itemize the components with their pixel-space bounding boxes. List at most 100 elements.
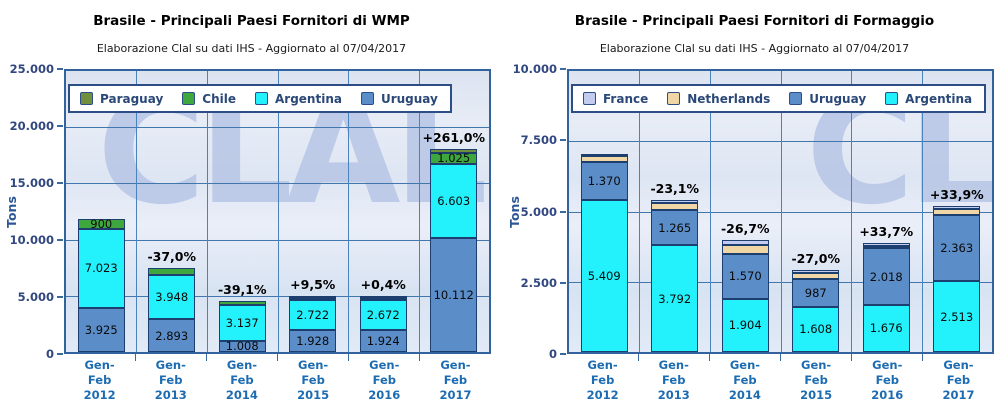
bar-value-label: 6.603 — [437, 194, 471, 209]
legend-label: Chile — [202, 91, 236, 106]
bar-value-label: 10.112 — [433, 288, 474, 303]
bar-segment-france — [862, 242, 910, 246]
x-tick-mark — [277, 354, 278, 361]
x-axis-label: Gen- Feb 2016 — [349, 358, 420, 403]
x-axis-label-line: 2017 — [942, 388, 975, 402]
bar-segment-chile: 900 — [77, 217, 125, 231]
x-axis-label-line: Feb — [443, 373, 468, 387]
x-axis-label-line: Feb — [946, 373, 971, 387]
bar-segment-uruguay: 1.265 — [651, 209, 699, 246]
bar-segment-france — [651, 199, 699, 204]
v-gridline — [277, 71, 279, 352]
x-axis-label-line: Feb — [87, 373, 112, 387]
percent-change-label: +261,0% — [422, 130, 486, 146]
y-tick-label: 15.000 — [9, 176, 54, 190]
x-axis-label: Gen- Feb 2017 — [420, 358, 491, 403]
x-axis-label-line: Gen- — [658, 358, 689, 372]
x-axis-label: Gen- Feb 2012 — [64, 358, 135, 403]
x-tick-mark — [419, 354, 421, 361]
x-axis-label-line: 2015 — [800, 388, 833, 402]
chart-title: Brasile - Principali Paesi Fornitori di … — [93, 13, 410, 29]
y-tick-label: 5.000 — [17, 290, 54, 304]
bar-value-label: 1.904 — [728, 318, 762, 333]
chile-swatch — [182, 92, 196, 105]
x-axis-label-line: Feb — [875, 373, 899, 387]
bar-segment-netherlands — [792, 272, 840, 280]
v-gridline — [780, 71, 782, 352]
bar-value-label: 7.023 — [84, 261, 118, 276]
x-tick-mark — [348, 354, 350, 361]
bar-value-label: 3.792 — [658, 291, 692, 306]
legend-label: Paraguay — [100, 91, 164, 106]
bar-segment-france — [580, 153, 628, 157]
bar-segment-uruguay: 3.925 — [77, 307, 125, 352]
percent-change-label: -26,7% — [720, 221, 770, 237]
bar-segment-uruguay: 1.008 — [218, 339, 266, 352]
legend-item-argentina: Argentina — [255, 92, 342, 106]
x-axis-label: Gen- Feb 2014 — [709, 358, 780, 403]
bar-segment-uruguay: 987 — [792, 279, 840, 307]
chart-wmp: Brasile - Principali Paesi Fornitori di … — [0, 0, 503, 416]
bar-segment-france — [792, 270, 840, 273]
bar-segment-paraguay — [289, 295, 337, 298]
x-tick-mark — [851, 354, 853, 361]
bar-value-label: 1.676 — [869, 321, 903, 336]
y-tick-label: 10.000 — [512, 62, 557, 76]
y-tick-label: 25.000 — [9, 62, 54, 76]
x-axis-label-line: Gen- — [84, 358, 115, 372]
x-axis-label-line: 2014 — [225, 388, 258, 402]
uruguay-swatch — [360, 92, 374, 105]
bar-segment-argentina: 3.137 — [218, 305, 266, 341]
bar-segment-chile — [218, 300, 266, 306]
x-axis-label-line: Gen- — [440, 358, 471, 372]
y-tick-label: 7.500 — [520, 133, 557, 148]
x-axis-label-line: Gen- — [943, 358, 974, 372]
bar-value-label: 2.363 — [940, 241, 974, 256]
legend-label: Argentina — [275, 91, 342, 106]
x-axis-label-line: Feb — [804, 373, 828, 387]
x-axis-label-line: Feb — [159, 373, 183, 387]
bar-segment-paraguay — [359, 295, 407, 298]
x-axis-label: Gen- Feb 2013 — [135, 358, 206, 403]
legend-label: Uruguay — [809, 91, 867, 106]
bar-segment-argentina: 3.948 — [148, 275, 196, 320]
bar-segment-argentina: 2.513 — [933, 281, 981, 352]
bar-value-label: 2.893 — [155, 328, 189, 343]
bar-segment-paraguay — [430, 149, 478, 153]
legend-label: Netherlands — [687, 91, 771, 106]
bar-segment-argentina: 1.676 — [862, 304, 910, 352]
chart-title: Brasile - Principali Paesi Fornitori di … — [574, 13, 935, 29]
x-axis-label-line: Feb — [590, 373, 615, 387]
bar-segment-france — [721, 240, 769, 246]
legend-item-france: France — [583, 92, 648, 106]
x-axis-label-line: Gen- — [587, 358, 618, 372]
bar-segment-argentina: 1.904 — [721, 298, 769, 352]
bar-value-label: 1.265 — [658, 220, 692, 235]
legend-item-chile: Chile — [182, 92, 236, 106]
x-axis-label-line: 2017 — [439, 388, 472, 402]
y-tick-mark — [57, 182, 63, 184]
legend-label: France — [603, 91, 649, 106]
x-axis-label-line: Feb — [230, 373, 254, 387]
bar-segment-argentina: 2.672 — [359, 300, 407, 331]
y-tick-mark — [560, 139, 566, 142]
y-axis-title: Tons — [4, 195, 19, 228]
bar-segment-argentina: 5.409 — [580, 200, 628, 352]
v-gridline — [921, 71, 923, 352]
legend-item-argentina: Argentina — [885, 92, 972, 106]
y-tick-mark — [57, 353, 63, 355]
x-axis-label-line: Gen- — [298, 358, 329, 372]
bar-value-label: 1.608 — [799, 322, 833, 337]
bar-segment-uruguay: 1.928 — [289, 330, 337, 352]
bar-segment-chile — [289, 297, 337, 300]
legend: Paraguay Chile Argentina Uruguay — [68, 84, 452, 113]
bar-segment-chile — [148, 268, 196, 276]
x-tick-mark — [637, 354, 639, 361]
y-tick-mark — [57, 68, 63, 70]
x-axis-label-line: 2012 — [586, 388, 619, 402]
bar-segment-netherlands — [580, 156, 628, 162]
x-axis-label: Gen- Feb 2014 — [206, 358, 277, 403]
bar-segment-chile — [359, 297, 407, 301]
legend-item-uruguay: Uruguay — [360, 92, 438, 106]
y-tick-label: 2.500 — [520, 275, 557, 290]
